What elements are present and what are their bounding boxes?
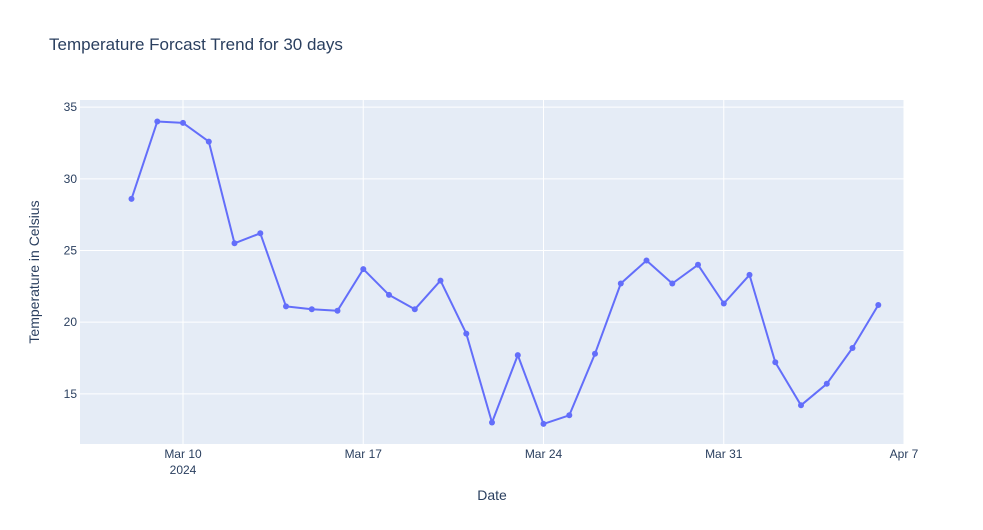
data-point[interactable] [875, 302, 882, 308]
plot-area [80, 100, 904, 444]
series-line [130, 120, 880, 425]
data-point[interactable] [849, 345, 856, 351]
y-tick-label: 25 [64, 244, 78, 258]
data-point[interactable] [283, 303, 289, 310]
chart-title: Temperature Forcast Trend for 30 days [49, 35, 343, 54]
x-tick-label: Mar 24 [525, 447, 563, 461]
data-point[interactable] [386, 291, 392, 298]
data-point[interactable] [746, 271, 753, 278]
x-tick-label: Mar 10 [164, 447, 202, 461]
data-point[interactable] [360, 266, 367, 273]
data-point[interactable] [823, 380, 830, 387]
data-point[interactable] [128, 195, 135, 202]
data-point[interactable] [798, 402, 804, 409]
x-tick-sublabel: 2024 [170, 463, 197, 477]
data-point[interactable] [257, 230, 264, 237]
data-point[interactable] [463, 330, 470, 337]
data-point[interactable] [720, 300, 727, 307]
x-axis-ticks: Mar 10 2024 Mar 17 Mar 24 Mar 31 Apr 7 [164, 447, 918, 477]
data-point[interactable] [592, 350, 598, 357]
data-point[interactable] [334, 307, 341, 314]
data-point[interactable] [231, 240, 238, 247]
data-point[interactable] [154, 118, 161, 125]
data-point[interactable] [772, 359, 779, 366]
y-axis-title: Temperature in Celsius [26, 200, 42, 343]
data-point[interactable] [205, 138, 212, 145]
y-tick-label: 20 [64, 315, 78, 329]
data-point[interactable] [180, 119, 186, 126]
y-tick-label: 35 [64, 100, 78, 114]
x-axis-title: Date [477, 487, 507, 503]
x-tick-label: Mar 31 [705, 447, 743, 461]
y-tick-label: 30 [64, 172, 78, 186]
data-point[interactable] [437, 277, 444, 284]
data-point[interactable] [566, 412, 573, 419]
data-point[interactable] [489, 419, 495, 426]
x-tick-label: Apr 7 [890, 447, 919, 461]
series-layer [128, 118, 882, 427]
data-point[interactable] [669, 280, 676, 287]
data-point[interactable] [514, 352, 521, 359]
data-point[interactable] [308, 306, 315, 313]
data-point[interactable] [643, 257, 650, 264]
y-tick-label: 15 [64, 387, 78, 401]
data-point[interactable] [695, 261, 701, 268]
y-axis-ticks: 15 20 25 30 35 [64, 100, 78, 401]
data-point[interactable] [411, 306, 418, 313]
data-point[interactable] [617, 280, 624, 287]
x-tick-label: Mar 17 [345, 447, 383, 461]
data-point[interactable] [540, 420, 547, 427]
